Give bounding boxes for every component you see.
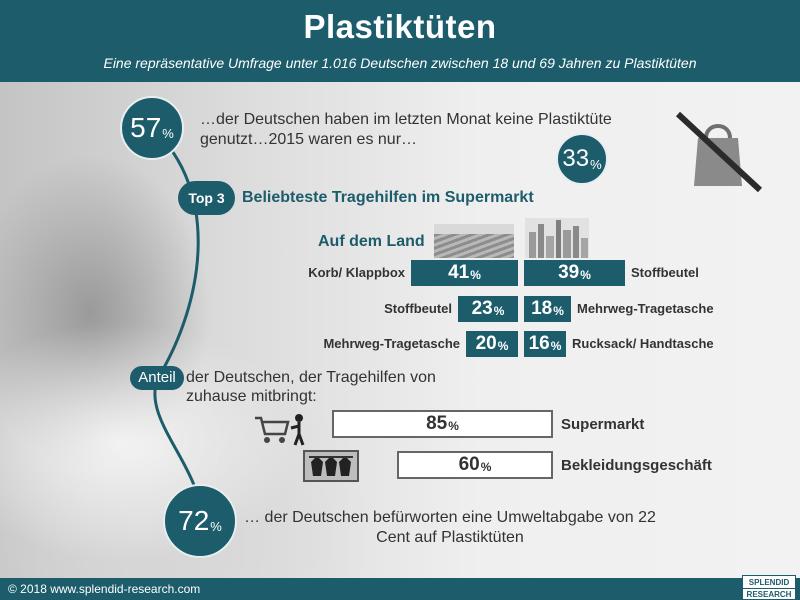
anteil-bar-1-unit: %	[448, 419, 459, 433]
city-skyline-icon	[525, 218, 589, 258]
land-bar-3: 20%	[466, 331, 518, 357]
land-bar-1-value: 41	[448, 262, 470, 283]
anteil-text: der Deutschen, der Tragehilfen von zuhau…	[186, 369, 436, 405]
land-bar-2: 23%	[458, 296, 518, 322]
stat-72-text: … der Deutschen befürworten eine Umwelta…	[244, 509, 656, 546]
anteil-bar-2: 60%	[397, 451, 553, 479]
top3-title: Beliebteste Tragehilfen im Supermarkt	[242, 189, 534, 206]
background-photo	[0, 82, 800, 578]
city-bar-label-3: Rucksack/ Handtasche	[572, 336, 714, 351]
stat-72-value: 72	[178, 505, 210, 536]
city-bar-3: 16%	[524, 331, 566, 357]
land-bar-2-unit: %	[493, 304, 505, 318]
stat-57-text: …der Deutschen haben im letzten Monat ke…	[200, 111, 612, 148]
page-subtitle: Eine repräsentative Umfrage unter 1.016 …	[103, 55, 697, 71]
city-bar-1-value: 39	[558, 262, 580, 283]
city-bar-2-unit: %	[553, 304, 564, 318]
top3-pill: Top 3	[178, 181, 235, 215]
land-bar-3-unit: %	[497, 339, 509, 353]
footer: © 2018 www.splendid-research.com	[0, 578, 800, 600]
splendid-research-logo: SPLENDID RESEARCH	[742, 575, 796, 600]
anteil-bar-1-value: 85	[426, 413, 448, 434]
stat-57-unit: %	[162, 125, 174, 141]
stat-72-unit: %	[210, 518, 222, 534]
no-plastic-bag-icon	[675, 111, 763, 193]
city-bar-1: 39%	[524, 260, 625, 286]
land-bar-label-1: Korb/ Klappbox	[308, 265, 405, 280]
stat-33-unit: %	[590, 156, 602, 172]
city-bar-label-1: Stoffbeutel	[631, 265, 699, 280]
field-icon	[434, 224, 514, 258]
logo-line2: RESEARCH	[743, 588, 795, 600]
anteil-pill: Anteil	[130, 366, 184, 390]
shopping-cart-icon	[255, 414, 305, 446]
anteil-bar-2-unit: %	[480, 460, 492, 474]
anteil-bar-1: 85%	[332, 410, 553, 438]
stat-57-circle: 57%	[120, 96, 184, 160]
clothes-rack-icon	[303, 450, 359, 482]
land-bar-1: 41%	[411, 260, 518, 286]
city-bar-1-unit: %	[580, 268, 591, 282]
city-bar-label-2: Mehrweg-Tragetasche	[577, 301, 714, 316]
anteil-bar-label-1: Supermarkt	[561, 416, 645, 433]
land-bar-2-value: 23	[471, 298, 493, 319]
city-bar-2: 18%	[524, 296, 571, 322]
header: Plastiktüten Eine repräsentative Umfrage…	[0, 0, 800, 82]
city-bar-3-value: 16	[528, 333, 550, 354]
land-label: Auf dem Land	[318, 233, 425, 250]
city-bar-2-value: 18	[531, 298, 553, 319]
land-bar-3-value: 20	[475, 333, 497, 354]
stat-57-value: 57	[130, 112, 162, 143]
stat-72-circle: 72%	[163, 484, 237, 558]
footer-copyright: © 2018 www.splendid-research.com	[8, 582, 201, 596]
land-bar-label-3: Mehrweg-Tragetasche	[323, 336, 460, 351]
land-bar-label-2: Stoffbeutel	[384, 301, 452, 316]
logo-line1: SPLENDID	[748, 578, 790, 587]
anteil-bar-2-value: 60	[458, 454, 480, 475]
anteil-bar-label-2: Bekleidungsgeschäft	[561, 457, 712, 474]
city-bar-3-unit: %	[550, 339, 562, 353]
land-bar-1-unit: %	[470, 268, 481, 282]
stat-33-circle: 33%	[556, 133, 608, 185]
stat-33-value: 33	[562, 145, 590, 172]
page-title: Plastiktüten	[303, 8, 497, 45]
